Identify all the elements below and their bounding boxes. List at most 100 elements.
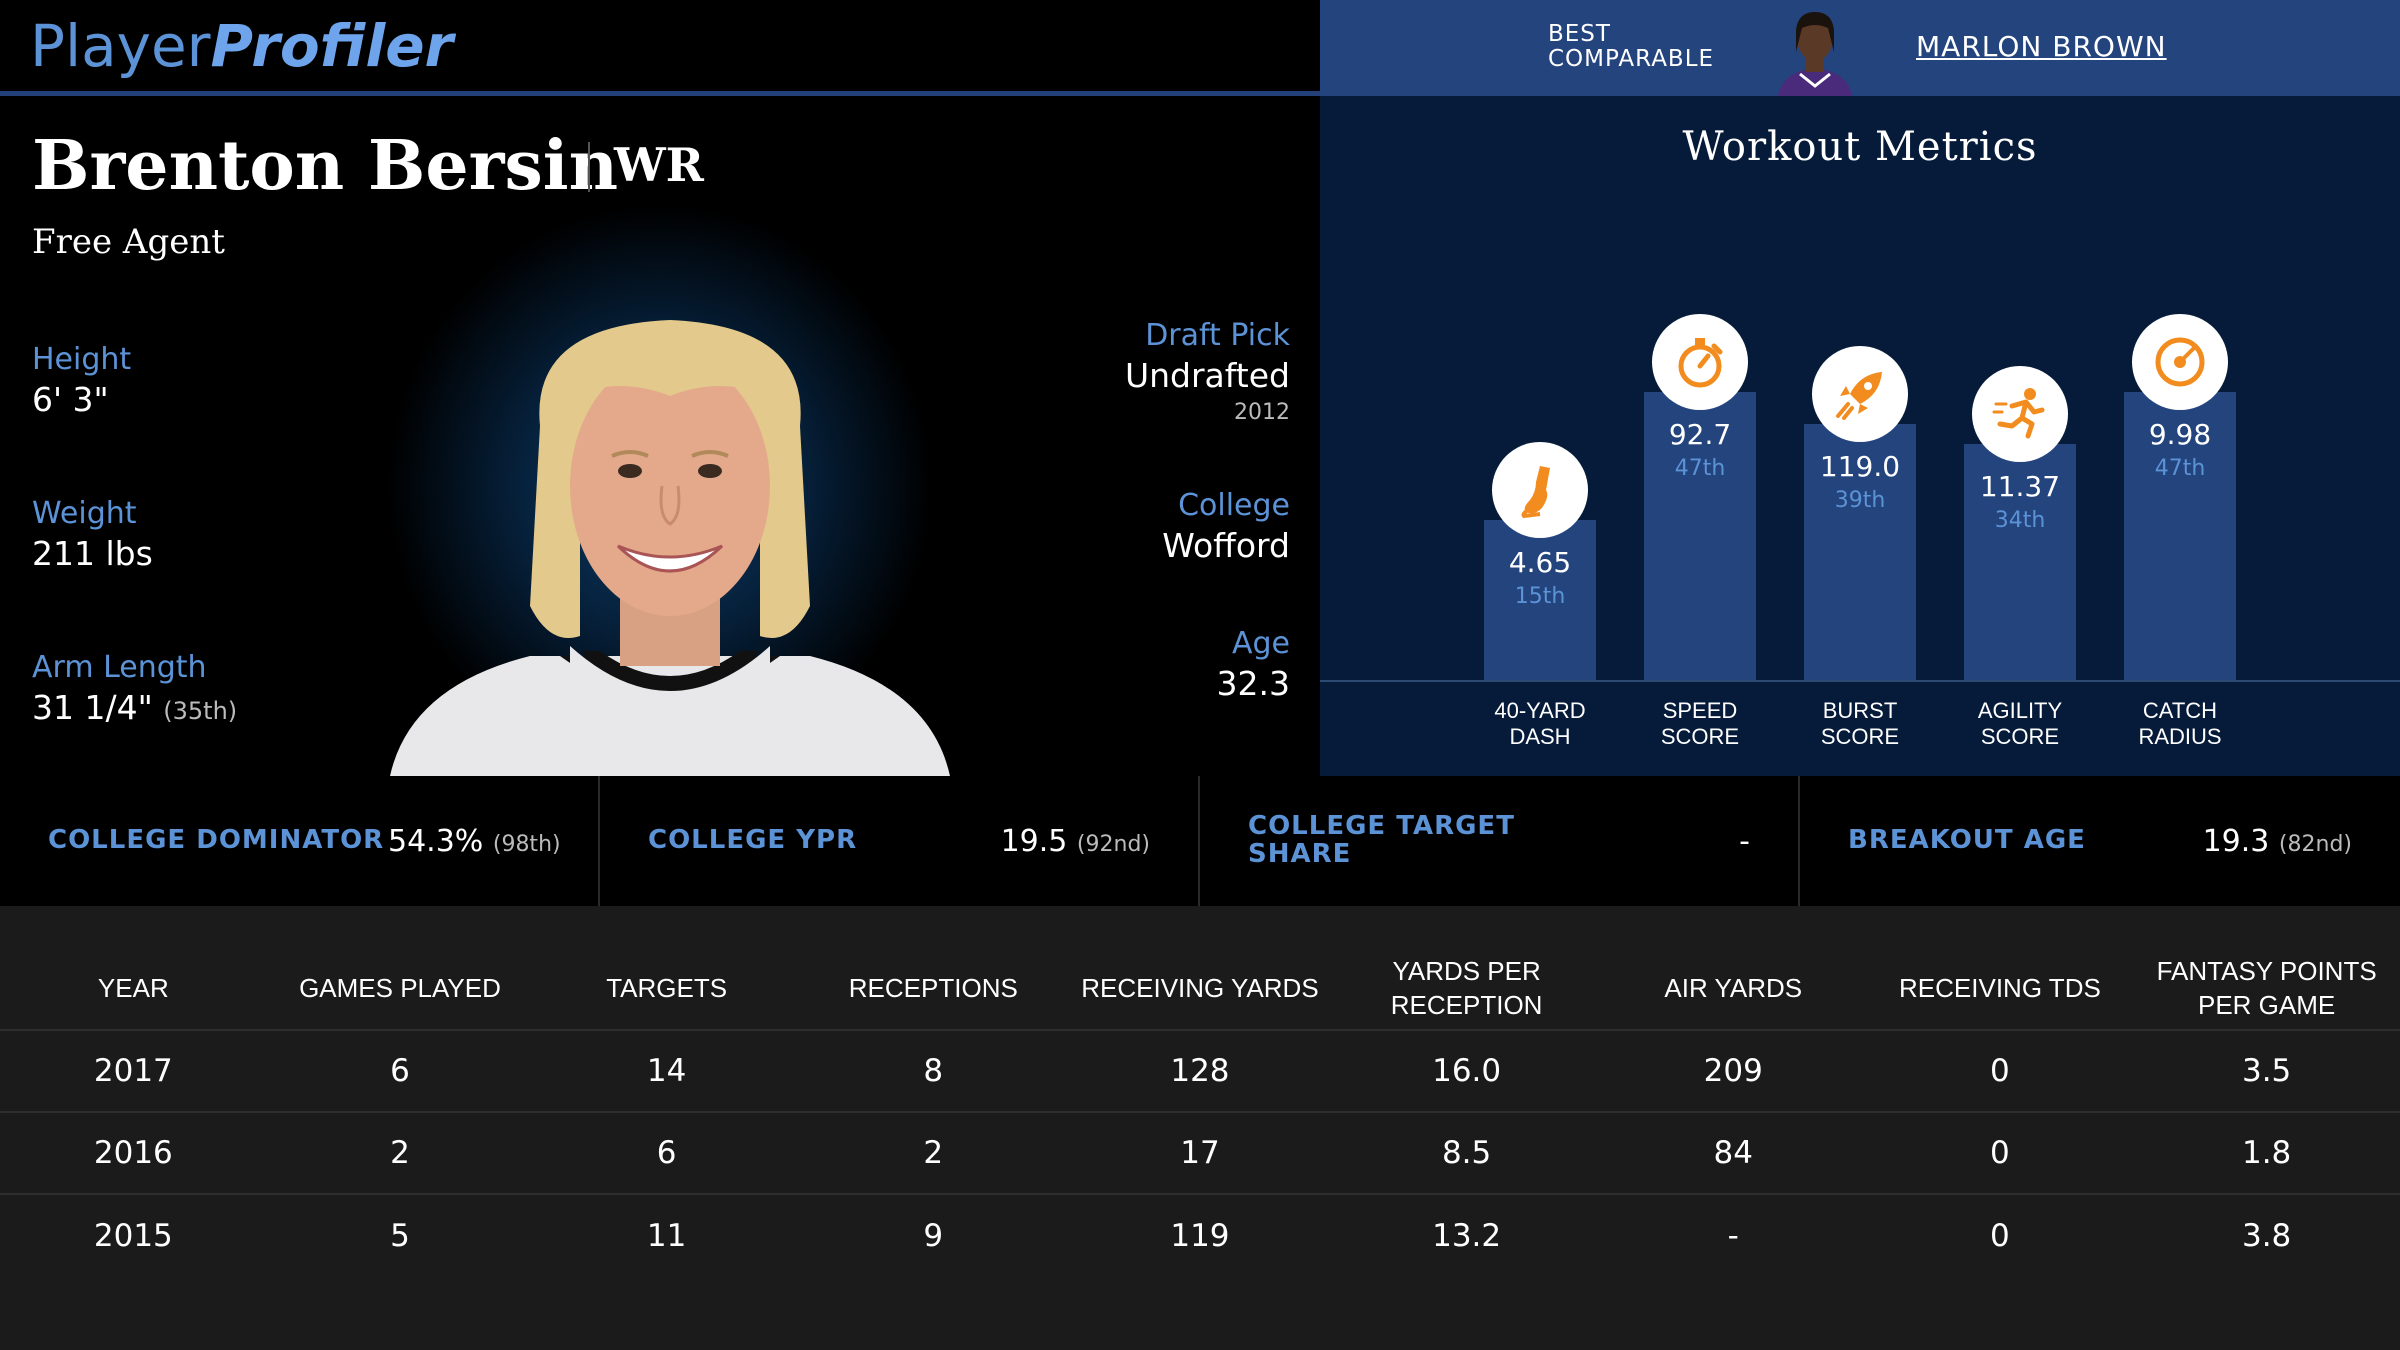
metric-label-line2: RADIUS — [2138, 724, 2222, 749]
metric-percentile-burst-score: 39th — [1834, 488, 1886, 513]
college-dominator-stat: COLLEGE DOMINATOR 54.3% (98th) — [0, 776, 598, 906]
table-cell: 0 — [1866, 1112, 2134, 1195]
metric-percentile-40-yard-dash: 15th — [1514, 584, 1566, 609]
col-header-air-yards[interactable]: AIR YARDS — [1599, 946, 1867, 1031]
table-row: 2017 6 14 8 128 16.0 209 0 3.5 — [0, 1030, 2400, 1113]
weight-label: Weight — [32, 496, 137, 531]
name-divider — [588, 142, 590, 192]
college-ypr-percentile: (92nd) — [1076, 832, 1150, 857]
site-header: PlayerProfiler — [0, 0, 1320, 96]
best-comparable-panel: BEST COMPARABLE MARLON BROWN — [1320, 0, 2400, 96]
metric-label-line1: SPEED — [1662, 698, 1738, 723]
height-label: Height — [32, 342, 132, 377]
col-header-games-played[interactable]: GAMES PLAYED — [266, 946, 534, 1031]
metric-label-speed-score: SPEED SCORE — [1620, 698, 1780, 750]
college-dominator-percentile: (98th) — [492, 832, 561, 857]
metric-value-agility-score: 11.37 — [1979, 470, 2061, 503]
col-header-year[interactable]: YEAR — [0, 946, 267, 1031]
table-cell: 14 — [533, 1030, 800, 1113]
player-photo — [390, 306, 950, 776]
college-dominator-label: COLLEGE DOMINATOR — [48, 825, 385, 855]
col-header-receiving-tds[interactable]: RECEIVING TDS — [1866, 946, 2134, 1031]
best-comparable-label-line1: BEST — [1548, 21, 1611, 47]
logo-word-profiler: Profiler — [210, 12, 454, 80]
metric-label-catch-radius: CATCH RADIUS — [2100, 698, 2260, 750]
table-cell: 11 — [646, 1217, 687, 1254]
draft-pick-label: Draft Pick — [1145, 318, 1290, 353]
col-header-receiving-yards[interactable]: RECEIVING YARDS — [1066, 946, 1334, 1031]
metric-label-line2: SCORE — [1980, 724, 2060, 749]
metric-label-line1: CATCH — [2142, 698, 2218, 723]
metric-percentile-catch-radius: 47th — [2154, 456, 2206, 481]
college-stats-strip: COLLEGE DOMINATOR 54.3% (98th) COLLEGE Y… — [0, 776, 2400, 906]
college-value[interactable]: Wofford — [1162, 526, 1290, 565]
college-dominator-number: 54.3% — [388, 824, 484, 859]
target-icon — [2132, 314, 2228, 410]
college-ypr-label: COLLEGE YPR — [648, 825, 858, 855]
metric-label-line1: 40-YARD — [1494, 698, 1586, 723]
arm-length-number: 31 1/4" — [32, 688, 153, 727]
col-header-fantasy-points-per-game[interactable]: FANTASY POINTS PER GAME — [2133, 946, 2400, 1031]
table-cell: 119 — [1170, 1217, 1230, 1254]
season-stats-table: YEAR GAMES PLAYED TARGETS RECEPTIONS REC… — [0, 906, 2400, 1350]
college-label: College — [1178, 488, 1290, 523]
metric-value-speed-score: 92.7 — [1668, 418, 1732, 451]
breakout-age-label: BREAKOUT AGE — [1848, 825, 2086, 855]
comparable-player-avatar — [1772, 6, 1858, 96]
table-cell: 1.8 — [2133, 1112, 2400, 1195]
col-header-receptions[interactable]: RECEPTIONS — [799, 946, 1067, 1031]
metric-label-line2: DASH — [1509, 724, 1571, 749]
arm-length-label: Arm Length — [32, 650, 207, 685]
table-cell: 6 — [533, 1112, 800, 1195]
metric-bar-speed-score — [1644, 392, 1756, 680]
table-cell: 3.5 — [2133, 1030, 2400, 1113]
college-ypr-stat: COLLEGE YPR 19.5 (92nd) — [600, 776, 1198, 906]
metric-value-burst-score: 119.0 — [1819, 450, 1901, 483]
runner-icon — [1972, 366, 2068, 462]
workout-metrics-panel: Workout Metrics 4.65 15th 40-YARD DASH 9… — [1320, 96, 2400, 776]
table-cell: 3.8 — [2241, 1217, 2292, 1254]
height-value: 6' 3" — [32, 380, 109, 419]
table-row: 2016 2 6 2 17 8.5 84 0 1.8 — [0, 1112, 2400, 1195]
player-position: WR — [614, 138, 704, 192]
college-target-share-label-line1: COLLEGE TARGET — [1248, 811, 1515, 841]
table-cell: 0 — [1990, 1217, 2010, 1254]
best-comparable-name-link[interactable]: MARLON BROWN — [1916, 30, 2167, 63]
metric-label-line2: SCORE — [1820, 724, 1900, 749]
breakout-age-number: 19.3 — [2202, 824, 2270, 859]
best-comparable-label: BEST COMPARABLE — [1548, 22, 1768, 72]
age-value: 32.3 — [1216, 664, 1290, 703]
site-logo[interactable]: PlayerProfiler — [30, 10, 453, 82]
college-target-share-stat: COLLEGE TARGET SHARE - — [1200, 776, 1798, 906]
metric-label-agility-score: AGILITY SCORE — [1940, 698, 2100, 750]
table-cell: 2 — [799, 1112, 1067, 1195]
metric-label-line2: SCORE — [1660, 724, 1740, 749]
player-name: Brenton Bersin — [32, 126, 619, 206]
arm-length-value: 31 1/4" (35th) — [32, 688, 237, 727]
college-ypr-number: 19.5 — [1000, 824, 1068, 859]
metric-percentile-speed-score: 47th — [1674, 456, 1726, 481]
breakout-age-percentile: (82nd) — [2278, 832, 2352, 857]
college-stat-divider — [598, 776, 600, 906]
player-team: Free Agent — [32, 222, 225, 262]
table-cell: 17 — [1066, 1112, 1334, 1195]
rocket-icon — [1812, 346, 1908, 442]
college-target-share-value: - — [1739, 824, 1750, 859]
draft-pick-value: Undrafted — [1124, 356, 1290, 395]
college-ypr-value: 19.5 (92nd) — [1001, 824, 1150, 859]
breakout-age-value: 19.3 (82nd) — [2203, 824, 2352, 859]
player-hero: Brenton Bersin WR Free Agent Height 6' 3… — [0, 96, 1320, 776]
metric-label-burst-score: BURST SCORE — [1780, 698, 1940, 750]
metric-value-40-yard-dash: 4.65 — [1508, 546, 1572, 579]
workout-metrics-title: Workout Metrics — [1682, 124, 2038, 170]
metric-bar-catch-radius — [2124, 392, 2236, 680]
table-cell: 16.0 — [1333, 1030, 1600, 1113]
metric-label-line1: BURST — [1822, 698, 1898, 723]
stopwatch-icon — [1652, 314, 1748, 410]
college-target-share-label-line2: SHARE — [1248, 839, 1352, 869]
col-header-yards-per-reception[interactable]: YARDS PER RECEPTION — [1333, 946, 1600, 1031]
table-cell: 209 — [1599, 1030, 1867, 1113]
metric-value-catch-radius: 9.98 — [2148, 418, 2212, 451]
stats-table: YEAR GAMES PLAYED TARGETS RECEPTIONS REC… — [0, 946, 2400, 1276]
col-header-targets[interactable]: TARGETS — [533, 946, 800, 1031]
